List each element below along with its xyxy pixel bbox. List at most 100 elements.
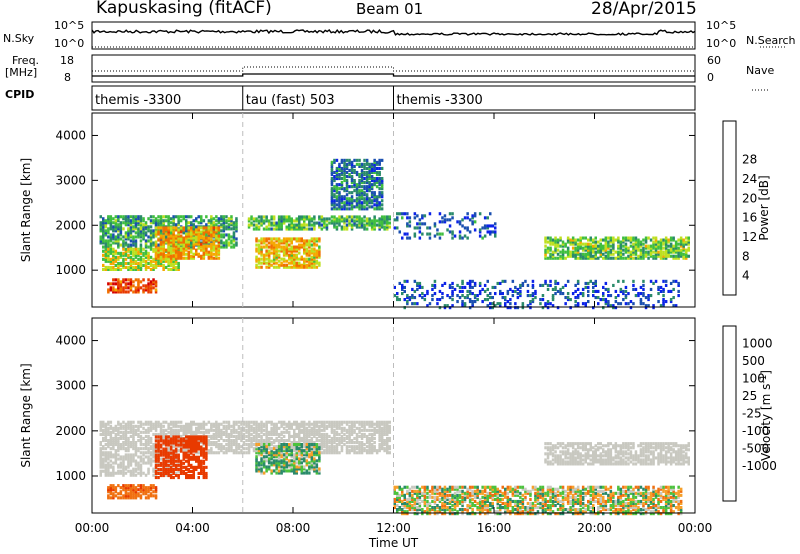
data-cell: [277, 434, 281, 438]
data-cell: [664, 252, 668, 256]
data-cell: [358, 191, 361, 195]
data-cell: [182, 449, 185, 453]
data-cell: [549, 283, 552, 287]
data-cell: [343, 177, 346, 181]
data-cell: [172, 259, 175, 263]
data-cell: [524, 279, 527, 283]
data-cell: [358, 203, 361, 207]
data-cell: [247, 436, 251, 440]
data-cell: [164, 465, 168, 469]
data-cell: [627, 254, 630, 258]
data-cell: [159, 229, 163, 233]
data-cell: [290, 441, 293, 445]
data-cell: [612, 240, 615, 244]
data-cell: [380, 221, 384, 225]
data-cell: [129, 457, 133, 461]
data-cell: [652, 242, 655, 246]
data-cell: [262, 428, 266, 432]
data-cell: [139, 459, 143, 463]
data-cell: [333, 225, 336, 229]
data-cell: [602, 285, 605, 289]
data-cell: [313, 221, 316, 225]
data-cell: [272, 428, 276, 432]
data-cell: [293, 265, 296, 269]
data-cell: [330, 439, 334, 443]
data-cell: [112, 221, 115, 225]
data-cell: [139, 227, 143, 231]
data-cell: [335, 177, 339, 181]
data-cell: [257, 249, 261, 253]
data-cell: [685, 256, 688, 260]
data-cell: [242, 432, 246, 436]
data-cell: [581, 454, 585, 458]
data-cell: [99, 443, 102, 447]
data-cell: [546, 454, 550, 458]
data-cell: [584, 254, 587, 258]
data-cell: [340, 441, 344, 445]
data-cell: [275, 257, 278, 261]
data-cell: [222, 233, 226, 237]
data-cell: [571, 454, 575, 458]
data-cell: [313, 217, 316, 221]
data-cell: [147, 451, 150, 455]
data-cell: [320, 215, 324, 219]
data-cell: [99, 449, 102, 453]
data-cell: [350, 430, 354, 434]
data-cell: [506, 289, 510, 293]
data-cell: [290, 265, 293, 269]
data-cell: [571, 452, 575, 456]
data-cell: [152, 455, 155, 459]
data-cell: [343, 179, 346, 183]
data-cell: [197, 254, 200, 258]
data-cell: [107, 253, 110, 257]
data-cell: [104, 223, 108, 227]
data-cell: [571, 444, 575, 448]
data-cell: [127, 261, 130, 265]
data-cell: [360, 443, 364, 447]
data-cell: [298, 219, 301, 223]
data-cell: [682, 252, 685, 256]
data-cell: [323, 439, 326, 443]
data-cell: [114, 239, 118, 243]
data-cell: [167, 457, 170, 461]
data-cell: [609, 244, 613, 248]
data-cell: [353, 219, 356, 223]
data-cell: [164, 428, 168, 432]
data-cell: [305, 259, 309, 263]
data-cell: [222, 223, 226, 227]
data-cell: [687, 242, 690, 246]
data-cell: [363, 170, 366, 174]
data-cell: [137, 426, 140, 430]
data-cell: [519, 283, 522, 287]
data-cell: [561, 285, 565, 289]
data-cell: [144, 267, 148, 271]
data-cell: [559, 444, 562, 448]
data-cell: [564, 283, 567, 287]
data-cell: [102, 267, 105, 271]
data-cell: [114, 459, 118, 463]
data-cell: [102, 221, 105, 225]
data-cell: [262, 245, 266, 249]
data-cell: [373, 168, 376, 172]
data-cell: [99, 426, 102, 430]
data-cell: [365, 436, 369, 440]
data-cell: [102, 432, 105, 436]
data-cell: [159, 430, 163, 434]
data-cell: [154, 461, 158, 465]
data-cell: [109, 261, 113, 265]
data-cell: [406, 279, 409, 283]
data-cell: [280, 439, 283, 443]
data-cell: [549, 238, 552, 242]
data-cell: [102, 239, 105, 243]
data-cell: [298, 257, 301, 261]
data-cell: [157, 221, 160, 225]
data-cell: [104, 221, 108, 225]
data-cell: [642, 238, 645, 242]
data-cell: [333, 445, 336, 449]
data-cell: [137, 253, 140, 257]
data-cell: [471, 304, 474, 308]
data-cell: [622, 238, 625, 242]
data-cell: [257, 225, 261, 229]
data-cell: [179, 428, 183, 432]
data-cell: [571, 242, 575, 246]
